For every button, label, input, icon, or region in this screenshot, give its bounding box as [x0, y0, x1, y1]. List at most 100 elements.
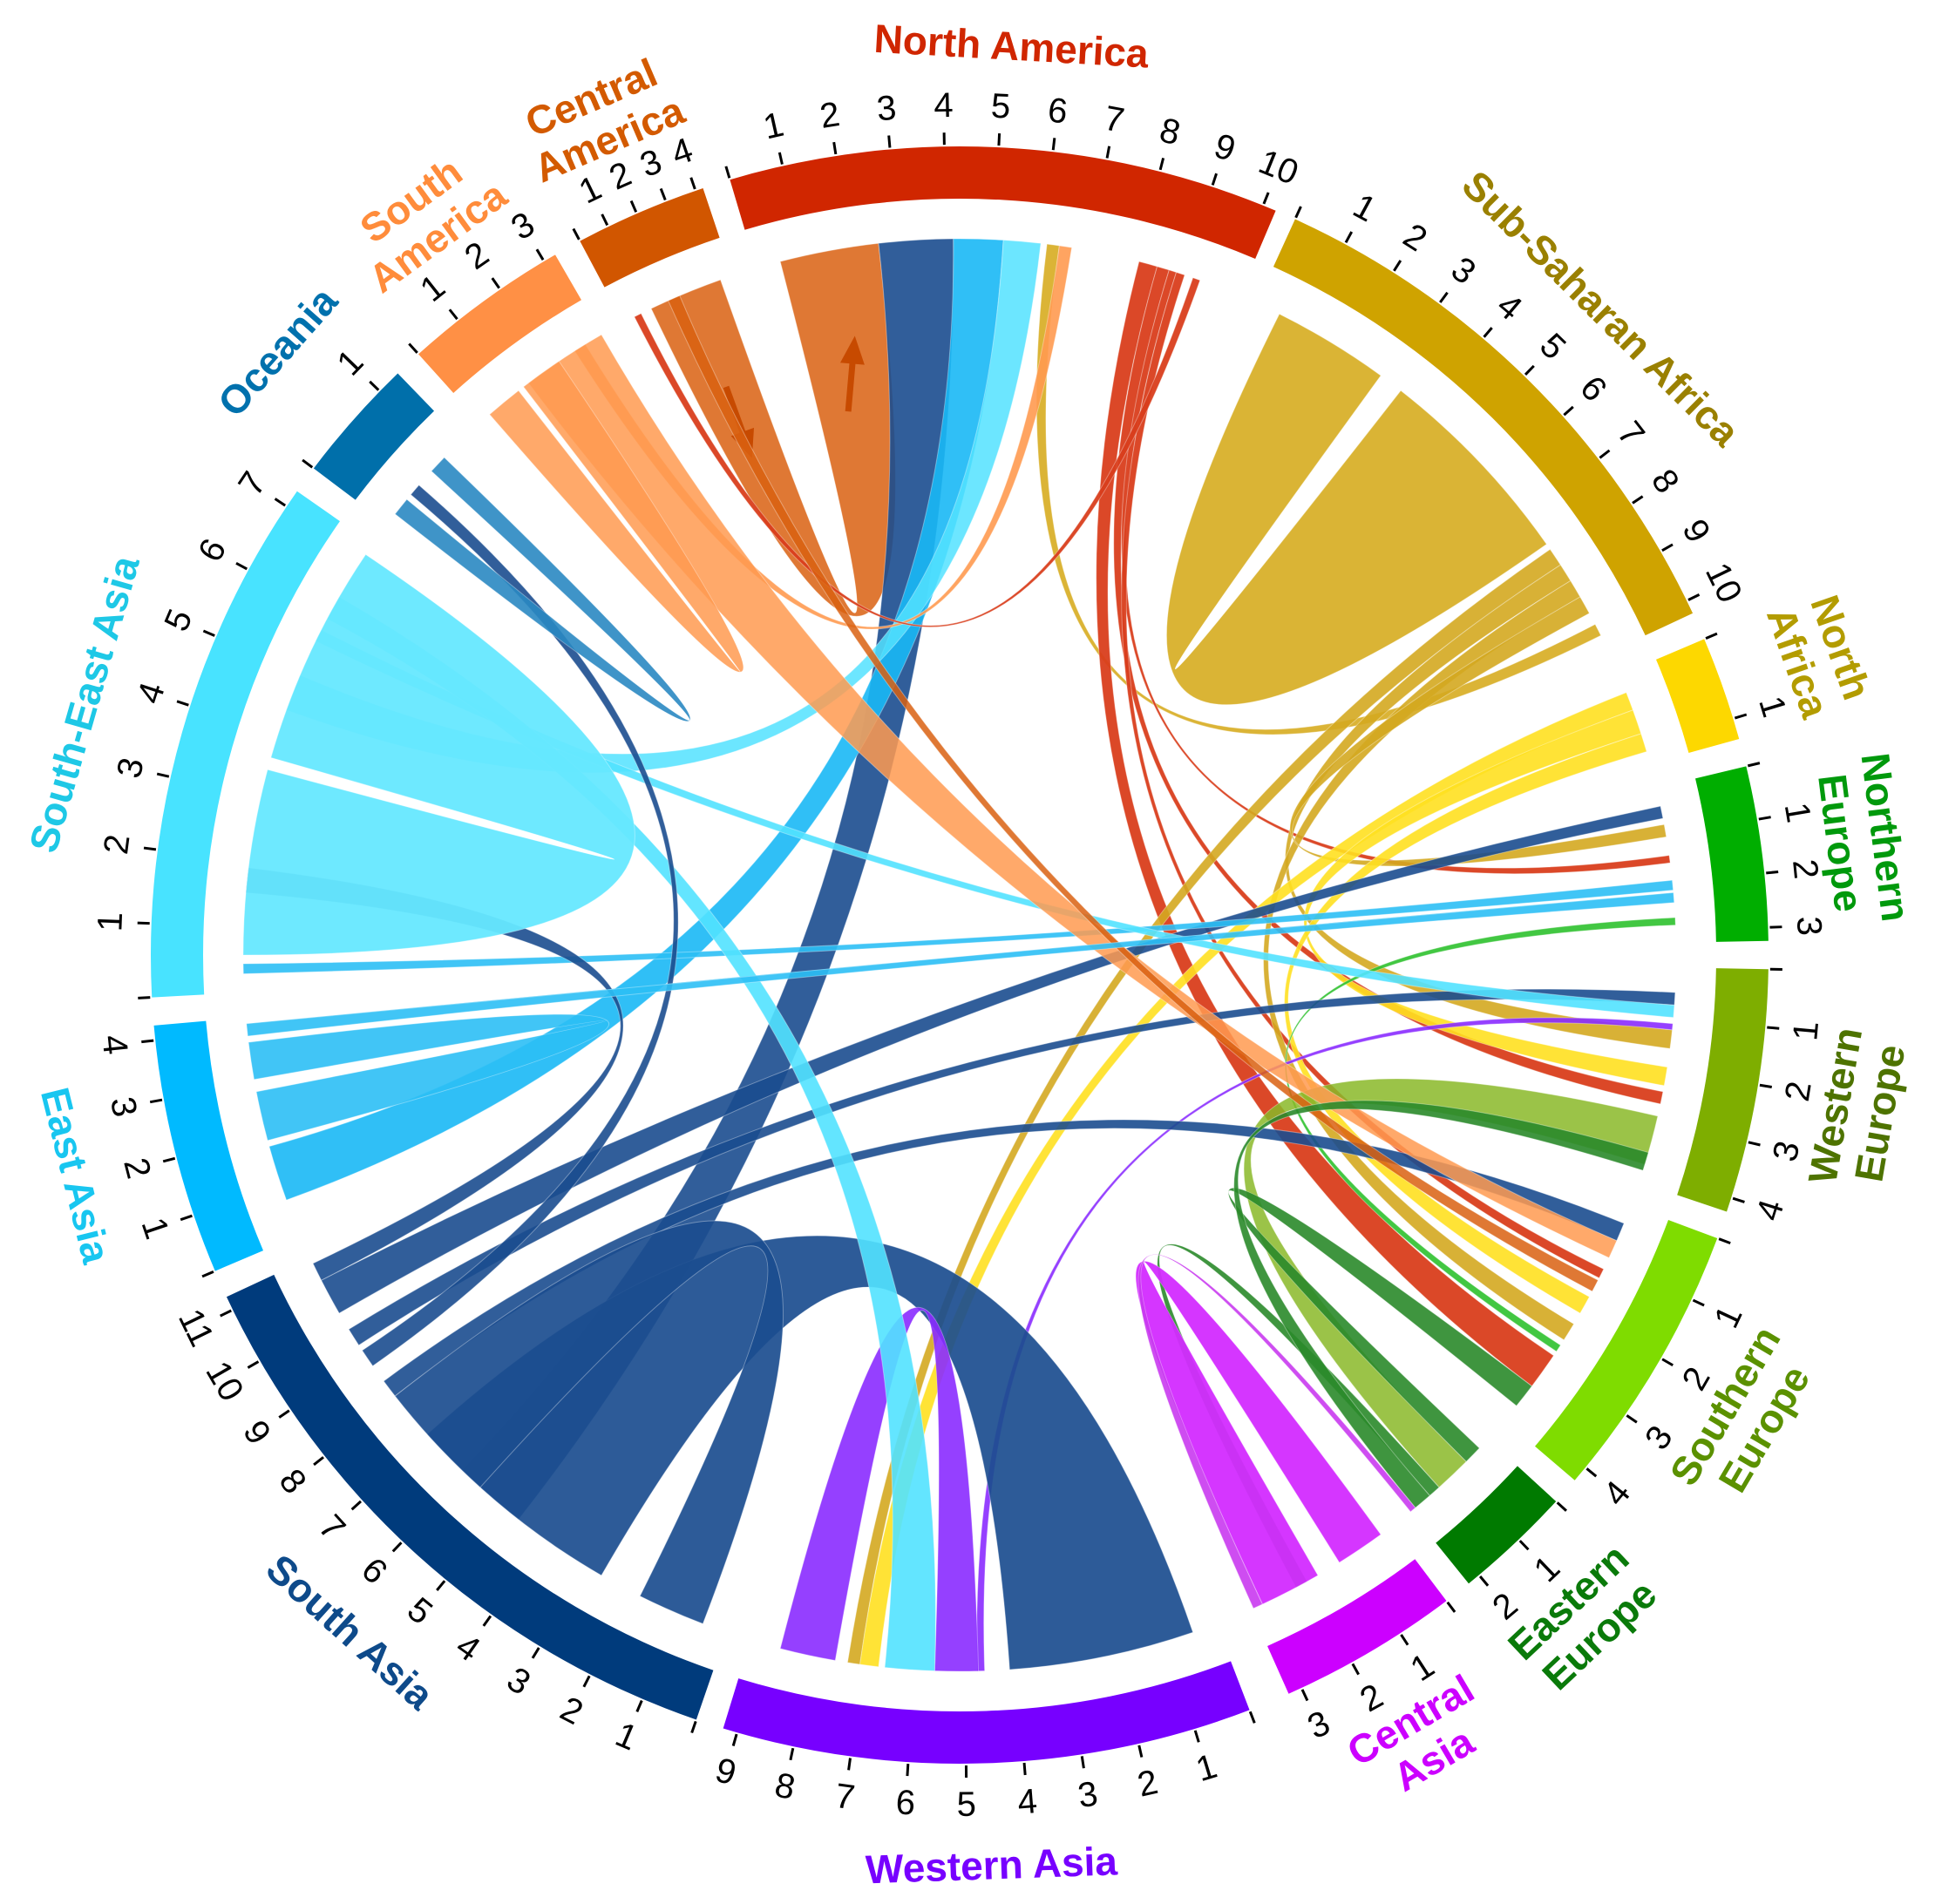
- chord-link-north-america-to-southern-europe: [1096, 261, 1555, 1387]
- tick-mark: [482, 1615, 492, 1627]
- chord-link-south-east-asia-to-south-east-asia: [242, 553, 635, 956]
- tick-mark: [1446, 1601, 1456, 1613]
- tick-label: 1: [1347, 186, 1382, 229]
- tick-mark: [1732, 1196, 1745, 1203]
- tick-label: 11: [171, 1303, 221, 1352]
- sector-label: North America: [872, 16, 1150, 77]
- tick-label: 1: [1777, 800, 1818, 825]
- tick-mark: [690, 1720, 697, 1734]
- tick-mark: [1718, 1237, 1731, 1245]
- tick-mark: [180, 1214, 193, 1222]
- tick-mark: [1344, 231, 1354, 244]
- tick-label: 3: [110, 755, 152, 782]
- sector-label: South-East Asia: [20, 551, 148, 857]
- tick-mark: [313, 1456, 324, 1467]
- tick-label: 7: [311, 1508, 353, 1548]
- tick-mark: [1439, 291, 1449, 303]
- chord-link-sub-saharan-africa-to-northern-europe: [1289, 596, 1667, 867]
- tick-label: 3: [1789, 916, 1829, 937]
- tick-mark: [138, 996, 151, 999]
- chord-link-south-asia-to-oceania: [361, 484, 679, 1367]
- tick-mark: [1105, 146, 1111, 159]
- tick-label: 1: [133, 1213, 176, 1243]
- tick-label: 4: [1490, 286, 1529, 328]
- tick-mark: [535, 248, 545, 261]
- tick-mark: [1158, 157, 1165, 171]
- tick-label: 5: [400, 1590, 439, 1632]
- sector-label: Oceania: [209, 278, 347, 425]
- tick-label: 3: [1766, 1137, 1808, 1165]
- tick-label: 3: [1076, 1774, 1101, 1815]
- tick-label: 8: [272, 1462, 314, 1501]
- tick-mark: [137, 921, 150, 925]
- tick-mark: [1563, 405, 1574, 417]
- tick-label: 3: [1444, 249, 1483, 292]
- tick-mark: [201, 1270, 214, 1278]
- tick-mark: [408, 342, 418, 354]
- tick-mark: [1211, 173, 1219, 186]
- tick-mark: [777, 152, 784, 165]
- tick-label: 6: [1046, 91, 1069, 131]
- tick-label: 9: [1674, 513, 1717, 549]
- tick-mark: [1747, 762, 1761, 768]
- chord-links: [242, 238, 1676, 1672]
- tick-mark: [162, 1156, 176, 1163]
- tick-mark: [1393, 260, 1402, 272]
- tick-label: 9: [711, 1751, 740, 1792]
- tick-mark: [1748, 1141, 1761, 1147]
- tick-label: 8: [771, 1765, 798, 1807]
- tick-mark: [274, 498, 287, 507]
- chord-link-central-asia-to-central-asia: [1135, 1260, 1382, 1605]
- tick-mark: [141, 1039, 154, 1044]
- tick-mark: [1758, 816, 1771, 821]
- tick-mark: [1351, 1663, 1360, 1676]
- chord-link-north-america-to-western-europe: [1113, 266, 1664, 1105]
- tick-mark: [997, 133, 1001, 146]
- tick-mark: [1759, 1083, 1773, 1088]
- tick-mark: [1661, 1358, 1674, 1367]
- tick-mark: [156, 772, 170, 778]
- chord-link-western-europe-to-western-asia: [976, 1017, 1674, 1672]
- tick-label: 9: [235, 1413, 278, 1451]
- chord-link-eastern-europe-to-western-europe: [1233, 1100, 1649, 1508]
- chord-link-central-asia-to-eastern-europe: [1137, 1254, 1416, 1609]
- tick-label: 4: [1596, 1474, 1638, 1513]
- tick-label: 8: [1156, 111, 1184, 152]
- chord-link-south-asia-to-south-asia: [394, 1220, 784, 1625]
- tick-mark: [149, 1098, 163, 1104]
- sector-arc: [153, 1020, 264, 1271]
- tick-label: 10: [1698, 557, 1749, 608]
- sector-arc: [1535, 1219, 1718, 1481]
- tick-mark: [143, 846, 157, 851]
- sector-oceania: 1: [302, 342, 435, 500]
- tick-mark: [220, 1309, 232, 1318]
- chord-link-north-america-to-central-america: [634, 277, 1201, 628]
- tick-mark: [302, 458, 314, 469]
- tick-mark: [789, 1747, 795, 1761]
- tick-label: 3: [875, 89, 898, 129]
- tick-mark: [1524, 364, 1535, 376]
- sector-arc: [1677, 968, 1769, 1212]
- tick-label: 5: [957, 1785, 977, 1824]
- tick-mark: [1478, 1575, 1490, 1587]
- tick-label: 5: [990, 87, 1011, 126]
- tick-label: 2: [116, 1154, 158, 1182]
- tick-label: 6: [1572, 369, 1614, 409]
- tick-mark: [1248, 1711, 1256, 1724]
- sector-north-america: 1 2 3 4 5 6 7 8 9 10: [724, 86, 1304, 260]
- chord-link-western-asia-to-western-asia: [779, 1306, 980, 1672]
- tick-mark: [1137, 1745, 1144, 1758]
- tick-label: 2: [1134, 1763, 1161, 1805]
- tick-mark: [724, 166, 731, 179]
- tick-label: 1: [1192, 1747, 1221, 1790]
- tick-label: 3: [500, 1660, 537, 1703]
- tick-label: 2: [1785, 857, 1825, 881]
- tick-mark: [906, 1764, 910, 1777]
- tick-label: 5: [1532, 326, 1573, 367]
- tick-label: 2: [818, 95, 843, 136]
- sector-arc: [1267, 1559, 1447, 1694]
- tick-mark: [887, 135, 892, 148]
- tick-label: 5: [157, 604, 200, 637]
- chord-link-oceania-to-oceania: [394, 457, 691, 722]
